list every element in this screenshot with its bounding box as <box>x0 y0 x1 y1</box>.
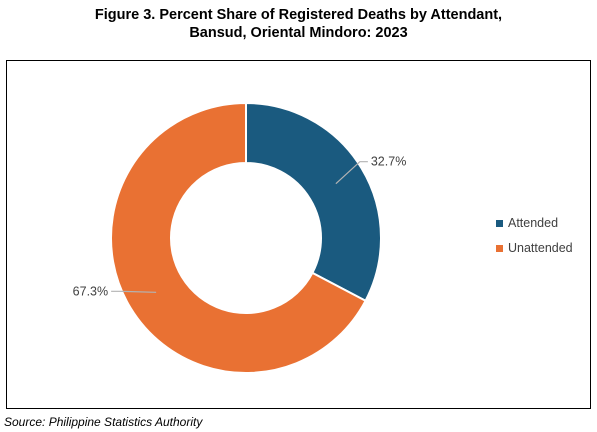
legend-item-attended: Attended <box>496 216 573 230</box>
source-note: Source: Philippine Statistics Authority <box>4 415 203 429</box>
leader-line-unattended <box>111 290 157 293</box>
legend-swatch-attended <box>496 219 503 227</box>
donut-chart: 32.7% 67.3% <box>73 101 406 374</box>
legend-swatch-unattended <box>496 244 503 252</box>
legend-label-unattended: Unattended <box>508 241 573 255</box>
chart-title: Figure 3. Percent Share of Registered De… <box>0 6 597 42</box>
legend-label-attended: Attended <box>508 216 559 230</box>
data-label-unattended: 67.3% <box>73 284 108 298</box>
chart-area: 32.7% 67.3% Attended Unattended <box>6 60 591 409</box>
data-label-attended: 32.7% <box>371 155 406 169</box>
slice-unattended <box>110 101 367 374</box>
chart-title-line-1: Figure 3. Percent Share of Registered De… <box>94 7 503 23</box>
legend-item-unattended: Unattended <box>496 241 573 255</box>
chart-title-line-2: Bansud, Oriental Mindoro: 2023 <box>189 25 408 41</box>
slice-attended <box>245 101 382 303</box>
legend: Attended Unattended <box>496 216 573 266</box>
leader-line-attended <box>335 161 368 185</box>
